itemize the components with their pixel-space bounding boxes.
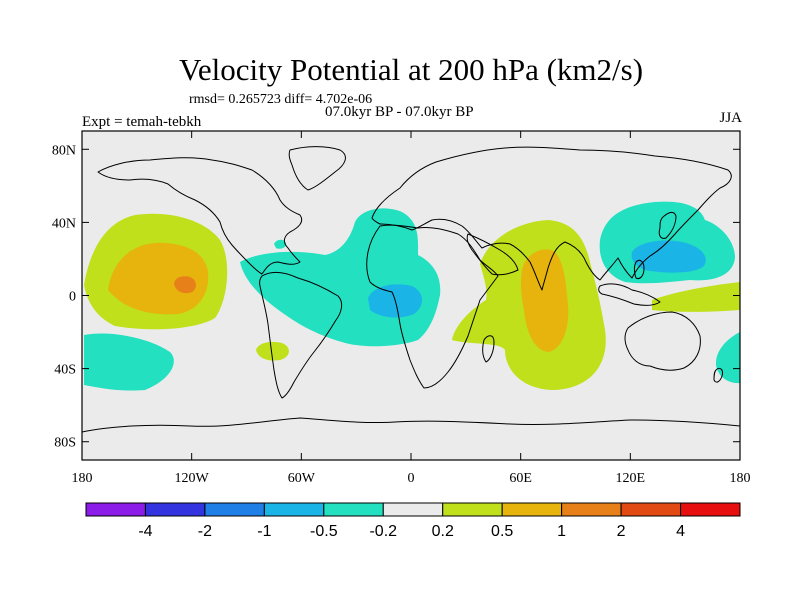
colorbar-swatch [680, 502, 741, 517]
coastline-africa [366, 224, 499, 389]
colorbar-swatch [501, 502, 563, 517]
lon-tick-label: 60W [288, 471, 316, 486]
lat-tick-label: 0 [69, 290, 76, 305]
coastline-maritime-continent [598, 283, 661, 306]
contour-region-south-america-small [256, 341, 289, 361]
contour-region-central-pacific-05 [108, 242, 209, 315]
colorbar-swatch [561, 502, 622, 517]
colorbar-swatch [144, 502, 206, 517]
coastline-greenland [288, 146, 346, 191]
coastline-north-america [97, 157, 303, 275]
lon-tick-label: 120E [616, 471, 646, 486]
lat-tick-label: 80S [54, 436, 76, 451]
colorbar: -4 -2 -1 -0.5 -0.2 0.2 0.5 1 2 4 [85, 502, 741, 540]
colorbar-swatch [442, 502, 503, 517]
coastline-japan [658, 211, 677, 239]
colorbar-label: 0.5 [491, 523, 513, 540]
contour-region-central-pacific-1 [174, 276, 196, 294]
colorbar-label: -1 [257, 523, 271, 540]
lon-tick-label: 120W [175, 471, 210, 486]
lon-tick-label: 180 [72, 471, 93, 486]
coastline-australia [624, 311, 701, 371]
contour-region-west-pacific-north-05 [631, 240, 706, 273]
coastline-arabia [466, 233, 519, 276]
colorbar-label: -4 [138, 523, 152, 540]
season-label: JJA [719, 110, 742, 126]
lat-tick-label: 40S [54, 363, 76, 378]
lon-tick-label: 60E [509, 471, 532, 486]
colorbar-label: 0.2 [432, 523, 454, 540]
coastline-eurasia [371, 146, 732, 291]
coastline-madagascar [482, 335, 495, 363]
colorbar-label: 4 [676, 523, 685, 540]
coastline-new-zealand [713, 367, 723, 383]
latitude-axis: 80N 40N 0 40S 80S [52, 143, 740, 451]
coastline-philippines [634, 259, 645, 279]
coastline-south-america [259, 271, 343, 399]
colorbar-swatch [382, 502, 444, 517]
colorbar-swatch [85, 502, 146, 517]
colorbar-label: -0.2 [369, 523, 397, 540]
coastline-antarctica [82, 417, 740, 433]
colorbar-swatch [263, 502, 325, 517]
map-title: Velocity Potential at 200 hPa (km2/s) [178, 52, 644, 87]
colorbar-label: -2 [198, 523, 212, 540]
longitude-axis: 180 120W 60W 0 60E 120E 180 [72, 131, 751, 486]
lon-tick-label: 0 [408, 471, 415, 486]
colorbar-label: -0.5 [310, 523, 338, 540]
lat-tick-label: 40N [52, 216, 76, 231]
period-label: 07.0kyr BP - 07.0kyr BP [325, 104, 474, 120]
contour-region-south-pacific [84, 333, 174, 391]
contour-region-caribbean-blob [274, 239, 287, 249]
experiment-label: Expt = temah-tebkh [82, 114, 202, 130]
rmsd-diff-stats: rmsd= 0.265723 diff= 4.702e-06 [189, 92, 373, 107]
contour-region-indian-ocean-05 [520, 249, 569, 352]
contour-region-west-pacific-south [652, 282, 740, 312]
colorbar-label: 1 [557, 523, 566, 540]
contour-fill-layer [84, 201, 740, 391]
colorbar-swatch [204, 502, 265, 517]
colorbar-label: 2 [617, 523, 626, 540]
coastlines [82, 146, 740, 433]
lon-tick-label: 180 [730, 471, 751, 486]
lat-tick-label: 80N [52, 143, 76, 158]
colorbar-swatch [620, 502, 682, 517]
colorbar-swatch [323, 502, 384, 517]
